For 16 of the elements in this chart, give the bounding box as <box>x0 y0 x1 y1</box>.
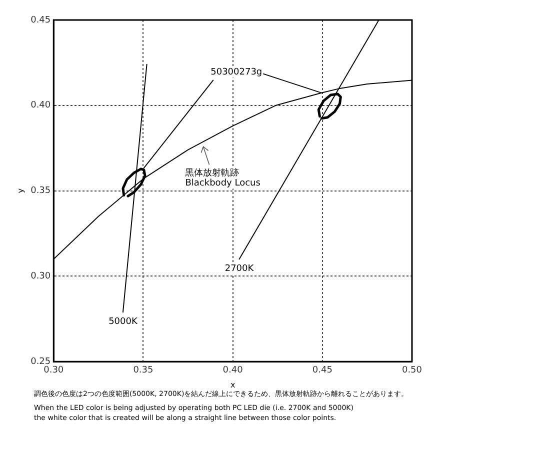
y-tick-label: 0.40 <box>30 100 51 111</box>
annotation: 2700K <box>224 264 255 274</box>
x-axis-title: x <box>230 380 236 390</box>
annotation: 50300273g <box>210 67 262 78</box>
y-tick-label: 0.35 <box>30 186 51 196</box>
y-axis-title: y <box>16 188 25 194</box>
y-tick-label: 0.30 <box>30 272 51 282</box>
x-tick-label: 0.30 <box>44 365 64 376</box>
x-tick-label: 0.45 <box>312 365 332 376</box>
y-tick-label: 0.45 <box>30 15 51 26</box>
x-tick-label: 0.35 <box>133 365 154 376</box>
x-tick-label: 0.50 <box>402 365 422 376</box>
x-tick-label: 0.40 <box>222 365 244 376</box>
annotation: 5000K <box>108 316 138 327</box>
y-tick-label: 0.25 <box>30 356 51 367</box>
annotation: 黒体放射軌跡 Blackbody Locus <box>185 167 261 188</box>
